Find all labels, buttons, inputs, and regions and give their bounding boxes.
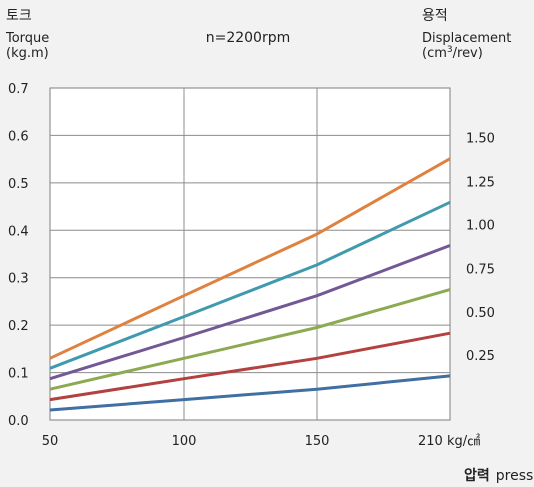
y-tick-label: 0.2 <box>8 319 29 334</box>
right-title-ko: 용적 <box>422 8 448 24</box>
x-tick-label: 50 <box>42 434 59 449</box>
right-unit-pre: (cm <box>422 46 447 61</box>
x-axis: 50 100 150 210 kg/㎠ <box>42 434 480 449</box>
x-title: 압력 pressure <box>464 468 534 484</box>
y-tick-label: 0.6 <box>8 129 29 144</box>
plot-area <box>49 87 451 421</box>
x-title-en: pressure <box>496 468 534 484</box>
series-line-1.50 <box>49 157 451 360</box>
series-line-1.25 <box>49 200 451 370</box>
x-tick-label: 100 <box>172 434 197 449</box>
grid <box>50 88 450 420</box>
series-line-0.25 <box>49 374 451 412</box>
series-label: 1.25 <box>466 175 495 190</box>
series-label: 0.25 <box>466 349 495 364</box>
series-labels: 0.25 0.50 0.75 1.00 1.25 1.50 <box>466 132 495 364</box>
y-tick-label: 0.7 <box>8 82 29 97</box>
series-group <box>49 157 451 412</box>
right-unit: (cm3/rev) <box>422 45 483 61</box>
series-line-0.75 <box>49 288 451 391</box>
y-tick-label: 0.0 <box>8 414 29 429</box>
left-unit: (kg.m) <box>6 46 49 61</box>
y-tick-label: 0.1 <box>8 367 29 382</box>
series-line-0.50 <box>49 331 451 402</box>
series-label: 0.75 <box>466 263 495 278</box>
left-title-ko: 토크 <box>6 8 32 24</box>
series-line-1.00 <box>49 244 451 381</box>
series-label: 1.50 <box>466 132 495 147</box>
x-tick-label: 210 kg/㎠ <box>418 434 480 449</box>
rpm-label: n=2200rpm <box>206 30 291 46</box>
right-unit-sup: 3 <box>447 45 453 55</box>
y-axis: 0.0 0.1 0.2 0.3 0.4 0.5 0.6 0.7 <box>8 82 29 429</box>
x-title-ko: 압력 <box>464 468 490 484</box>
right-title-en: Displacement <box>422 31 511 46</box>
y-tick-label: 0.5 <box>8 177 29 192</box>
series-label: 1.00 <box>466 218 495 233</box>
x-tick-label: 150 <box>305 434 330 449</box>
left-title-en: Torque <box>5 31 49 46</box>
right-unit-post: /rev) <box>453 46 483 61</box>
y-tick-label: 0.4 <box>8 224 29 239</box>
y-tick-label: 0.3 <box>8 272 29 287</box>
series-label: 0.50 <box>466 306 495 321</box>
